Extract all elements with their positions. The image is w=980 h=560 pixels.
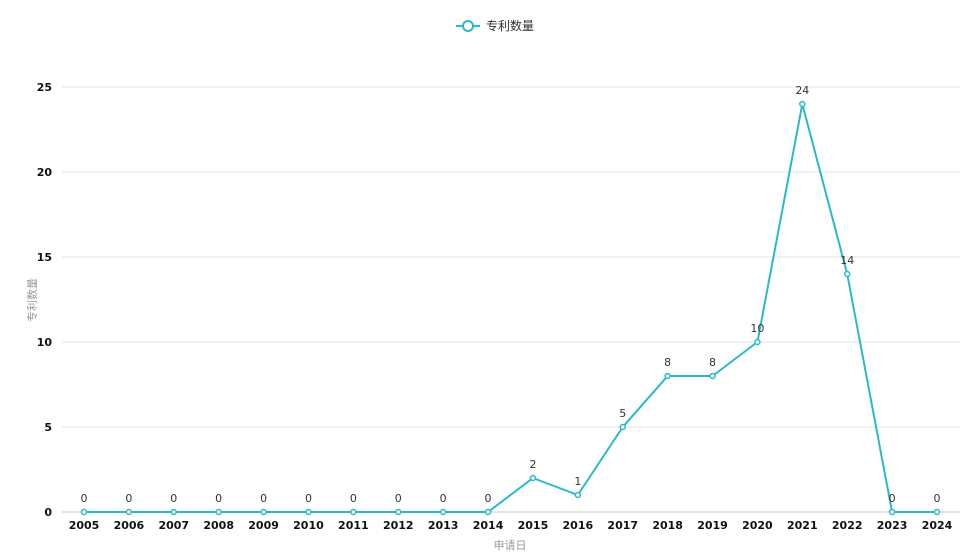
x-axis-title: 申请日 — [494, 539, 527, 552]
data-label: 0 — [485, 492, 492, 505]
x-tick-label: 2005 — [69, 519, 100, 532]
x-tick-label: 2023 — [877, 519, 908, 532]
y-axis-title: 专利数量 — [25, 278, 39, 322]
legend-circle-icon — [462, 20, 474, 32]
data-point[interactable] — [574, 491, 582, 499]
x-tick-label: 2024 — [922, 519, 953, 532]
y-tick-label: 5 — [44, 421, 52, 434]
data-label: 1 — [574, 475, 581, 488]
data-point[interactable] — [260, 508, 267, 516]
y-tick-label: 10 — [37, 336, 53, 349]
data-point[interactable] — [439, 508, 447, 516]
data-label: 0 — [170, 492, 177, 505]
data-point[interactable] — [843, 270, 851, 278]
x-tick-label: 2008 — [203, 519, 234, 532]
data-label: 8 — [709, 356, 716, 369]
data-label: 0 — [395, 492, 402, 505]
data-point[interactable] — [754, 338, 761, 346]
data-point[interactable] — [799, 100, 806, 108]
x-tick-label: 2011 — [338, 519, 369, 532]
x-tick-label: 2009 — [248, 519, 279, 532]
data-labels: 0 0 0 0 0 0 0 0 0 0 2 1 5 8 8 10 24 14 0 0 — [81, 84, 941, 505]
gridlines — [62, 86, 960, 513]
x-tick-label: 2013 — [428, 519, 459, 532]
data-point[interactable] — [215, 508, 222, 516]
data-label: 0 — [934, 492, 941, 505]
data-label: 0 — [260, 492, 267, 505]
series-line-group — [84, 103, 937, 513]
data-point[interactable] — [395, 508, 402, 516]
data-points — [80, 100, 941, 516]
y-tick-label: 20 — [37, 166, 53, 179]
x-tick-label: 2020 — [742, 519, 773, 532]
x-tick-label: 2012 — [383, 519, 414, 532]
series-line — [84, 103, 937, 513]
x-tick-label: 2015 — [518, 519, 549, 532]
x-tick-label: 2016 — [563, 519, 594, 532]
data-point[interactable] — [170, 508, 178, 516]
data-point[interactable] — [529, 474, 537, 482]
data-label: 0 — [125, 492, 132, 505]
x-tick-label: 2018 — [652, 519, 683, 532]
data-point[interactable] — [709, 372, 716, 380]
data-label: 0 — [305, 492, 312, 505]
data-point[interactable] — [305, 508, 312, 516]
x-axis-ticks: 2005 2006 2007 2008 2009 2010 2011 2012 2013 2014… — [69, 519, 953, 532]
data-point[interactable] — [933, 508, 941, 516]
data-point[interactable] — [664, 372, 671, 380]
data-label: 5 — [619, 407, 626, 420]
x-tick-label: 2014 — [473, 519, 504, 532]
data-label: 0 — [215, 492, 222, 505]
data-point[interactable] — [619, 423, 626, 431]
data-label: 2 — [529, 458, 536, 471]
legend-label: 专利数量 — [486, 18, 534, 33]
data-label: 14 — [840, 254, 854, 267]
data-label: 0 — [440, 492, 447, 505]
x-tick-label: 2019 — [697, 519, 728, 532]
y-tick-label: 0 — [44, 506, 52, 519]
data-point[interactable] — [484, 508, 492, 516]
x-tick-label: 2010 — [293, 519, 324, 532]
x-tick-label: 2022 — [832, 519, 863, 532]
data-label: 10 — [750, 322, 764, 335]
data-label: 0 — [350, 492, 357, 505]
data-label: 0 — [889, 492, 896, 505]
data-label: 24 — [795, 84, 809, 97]
y-tick-label: 25 — [37, 81, 52, 94]
data-label: 8 — [664, 356, 671, 369]
x-tick-label: 2021 — [787, 519, 818, 532]
data-point[interactable] — [888, 508, 896, 516]
data-label: 0 — [81, 492, 88, 505]
x-tick-label: 2006 — [114, 519, 145, 532]
legend[interactable]: 专利数量 — [456, 18, 534, 33]
data-point[interactable] — [80, 508, 88, 516]
data-point[interactable] — [350, 508, 357, 516]
x-tick-label: 2007 — [158, 519, 189, 532]
x-tick-label: 2017 — [607, 519, 638, 532]
data-point[interactable] — [125, 508, 133, 516]
y-axis-ticks: 0 5 10 15 20 25 — [37, 81, 53, 519]
y-tick-label: 15 — [37, 251, 52, 264]
